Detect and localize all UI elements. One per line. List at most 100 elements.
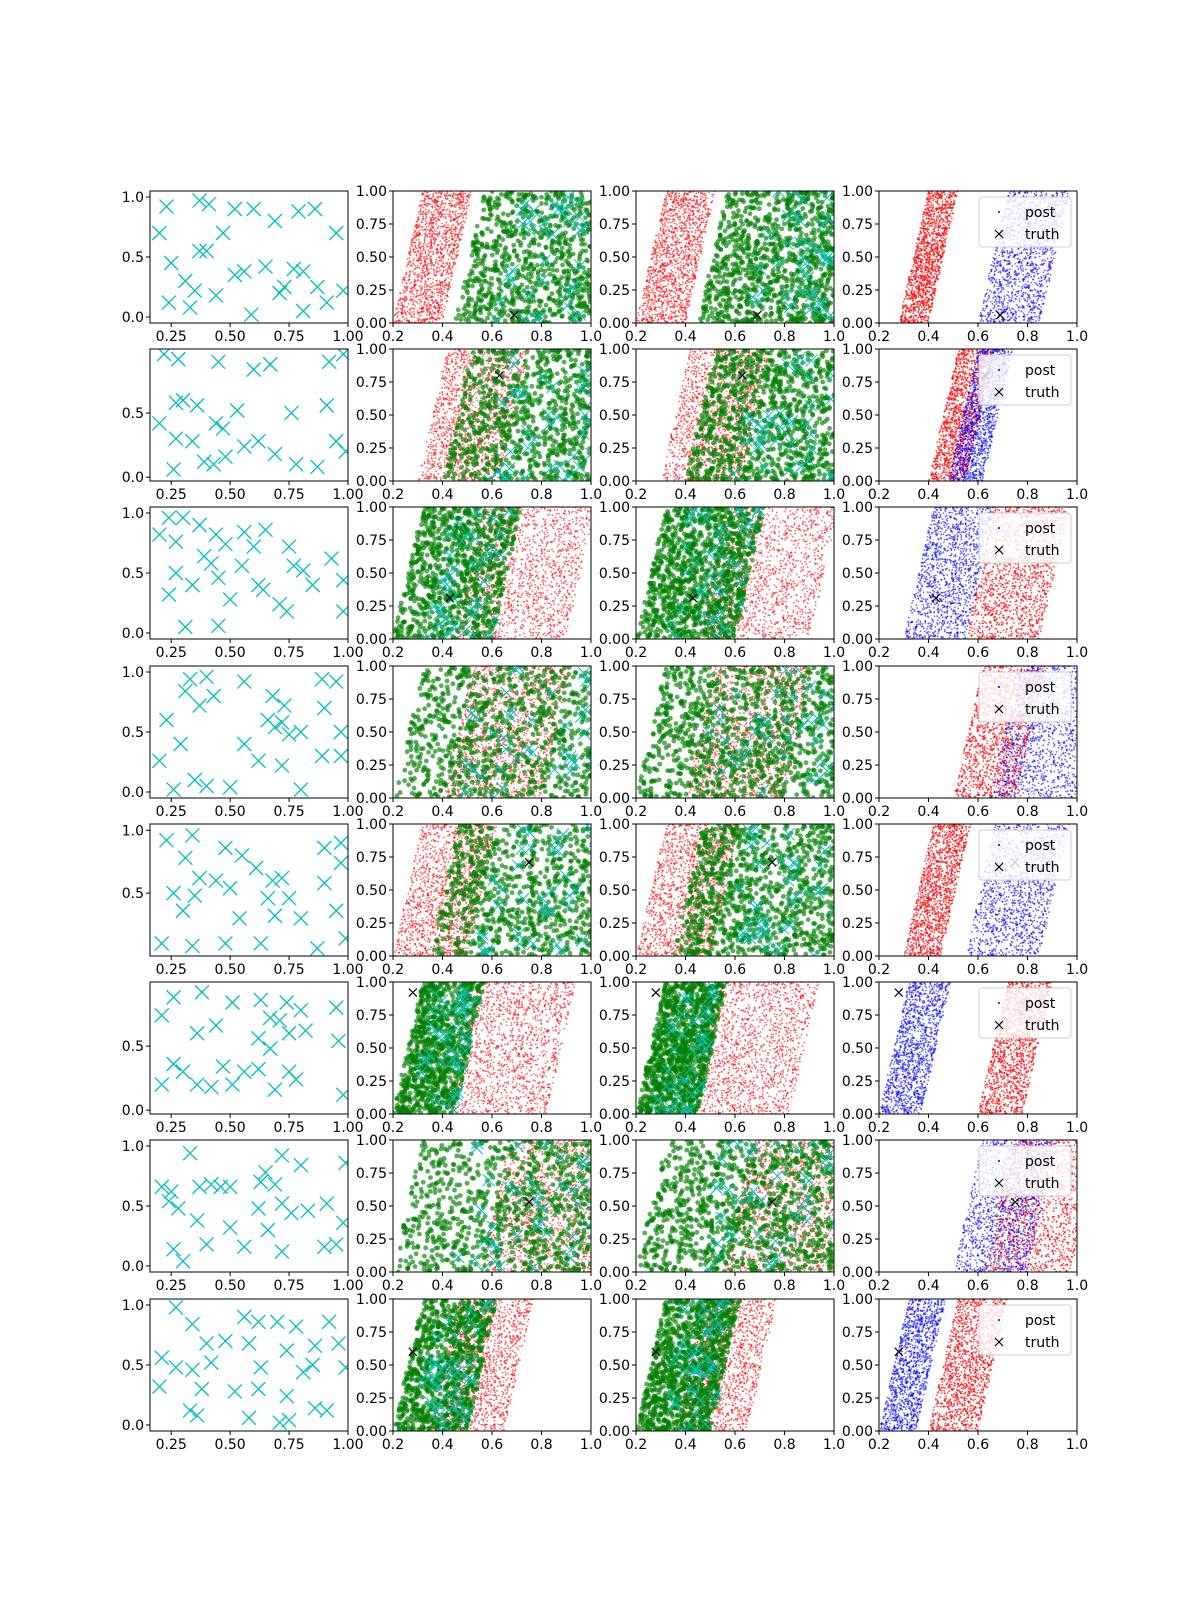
x-tick-label: 0.4 [674,1278,696,1294]
cyan-x-marker [193,518,207,532]
cyan-x-marker [235,848,249,862]
y-tick-label: 0.25 [842,599,873,615]
cyan-x-marker [275,759,289,773]
panel-r2-c3: 0.2 0.4 0.6 0.8 1.00.000.250.500.751.00 [599,342,862,503]
y-tick-label: 0.50 [599,1199,630,1215]
cyan-x-marker [167,462,181,476]
cyan-x-marker [317,1240,331,1254]
cyan-x-marker [282,1026,296,1040]
green-cloud [396,1138,593,1275]
y-tick-label: 0.50 [599,725,630,741]
x-tick-label: 0.75 [273,1120,304,1136]
x-tick-label: 0.4 [431,329,453,345]
y-tick-label: 0.50 [356,408,387,424]
y-tick-label: 0.25 [356,599,387,615]
legend-post-label: post [1025,838,1056,854]
y-tick-label: 0.25 [842,1391,873,1407]
y-tick-label: 0.25 [356,1232,387,1248]
y-tick-label: 1.00 [842,659,873,675]
y-tick-label: 0.25 [356,1391,387,1407]
plot-area [392,980,575,1117]
y-tick-label: 0.75 [356,533,387,549]
legend-truth-label: truth [1025,543,1059,559]
x-tick-label: 0.8 [530,645,552,661]
y-tick-label: 0.25 [599,1074,630,1090]
cyan-x-marker [195,985,209,999]
x-tick-label: 0.6 [481,1120,503,1136]
y-tick-label: 1.00 [842,500,873,516]
cyan-x-marker [152,754,166,768]
panel-r8-c1: 0.25 0.50 0.75 1.000.00.51.0 [122,1298,364,1453]
y-tick-label: 0.0 [122,470,144,486]
x-tick-label: 1.0 [1066,1437,1088,1453]
plot-area [152,511,350,634]
x-tick-label: 0.8 [1016,329,1038,345]
panel-r5-c4: 0.2 0.4 0.6 0.8 1.00.000.250.500.751.00postt… [842,817,1088,978]
cyan-x-marker [294,783,308,797]
y-tick-label: 1.00 [842,184,873,200]
cyan-x-marker [317,876,331,890]
x-tick-label: 0.4 [431,1120,453,1136]
y-tick-label: 0.50 [356,1199,387,1215]
y-tick-label: 0.00 [599,1424,630,1440]
cyan-x-marker [282,1413,296,1427]
x-tick-label: 0.8 [530,1437,552,1453]
cyan-x-marker [169,566,183,580]
cyan-x-marker [185,939,199,953]
cyan-x-marker [171,352,185,366]
axes-frame [150,349,348,481]
y-tick-label: 0.75 [599,1166,630,1182]
y-tick-label: 0.00 [356,949,387,965]
cyan-x-marker [299,1024,313,1038]
x-tick-label: 1.0 [1066,804,1088,820]
cyan-x-marker [176,511,190,525]
cyan-x-marker [282,891,296,905]
cyan-x-marker [164,256,178,270]
red-cloud [900,190,959,324]
cyan-x-marker [152,528,166,542]
y-tick-label: 0.5 [122,886,144,902]
cyan-x-marker [273,1416,287,1430]
y-tick-label: 0.00 [356,632,387,648]
cyan-x-marker [339,1360,353,1374]
cyan-x-marker [268,1083,282,1097]
y-tick-label: 0.00 [842,316,873,332]
y-tick-label: 0.75 [599,1008,630,1024]
panel-r8-c4: 0.2 0.4 0.6 0.8 1.00.000.250.500.751.00postt… [842,1292,1088,1453]
plot-area [152,194,350,322]
x-tick-label: 0.4 [674,1120,696,1136]
y-tick-label: 0.75 [599,217,630,233]
y-tick-label: 0.0 [122,785,144,801]
y-tick-label: 0.0 [122,310,144,326]
cyan-x-marker [254,1360,268,1374]
y-tick-label: 0.00 [356,791,387,807]
y-tick-label: 0.50 [599,883,630,899]
y-tick-label: 1.00 [842,1133,873,1149]
cyan-x-marker [183,672,197,686]
y-tick-label: 0.25 [356,1074,387,1090]
y-tick-label: 1.00 [599,975,630,991]
cyan-x-marker [242,1336,256,1350]
x-tick-label: 0.50 [215,804,246,820]
y-tick-label: 0.50 [356,566,387,582]
y-tick-label: 0.25 [599,441,630,457]
y-tick-label: 0.5 [122,250,144,266]
plot-area [635,980,819,1119]
cyan-x-marker [226,996,240,1010]
cyan-x-marker [329,1001,343,1015]
cyan-x-marker [211,355,225,369]
y-tick-label: 1.0 [122,506,144,522]
cyan-x-marker [332,1336,346,1350]
cyan-x-marker [155,1351,169,1365]
cyan-x-marker [310,280,324,294]
cyan-x-marker [275,1149,289,1163]
cyan-x-marker [218,537,232,551]
cyan-x-marker [162,511,176,525]
x-tick-label: 1.0 [1066,329,1088,345]
x-tick-label: 0.4 [917,1120,939,1136]
x-tick-label: 0.4 [674,804,696,820]
x-tick-label: 0.8 [530,1278,552,1294]
x-tick-label: 0.50 [215,1120,246,1136]
x-tick-label: 0.8 [1016,1437,1038,1453]
